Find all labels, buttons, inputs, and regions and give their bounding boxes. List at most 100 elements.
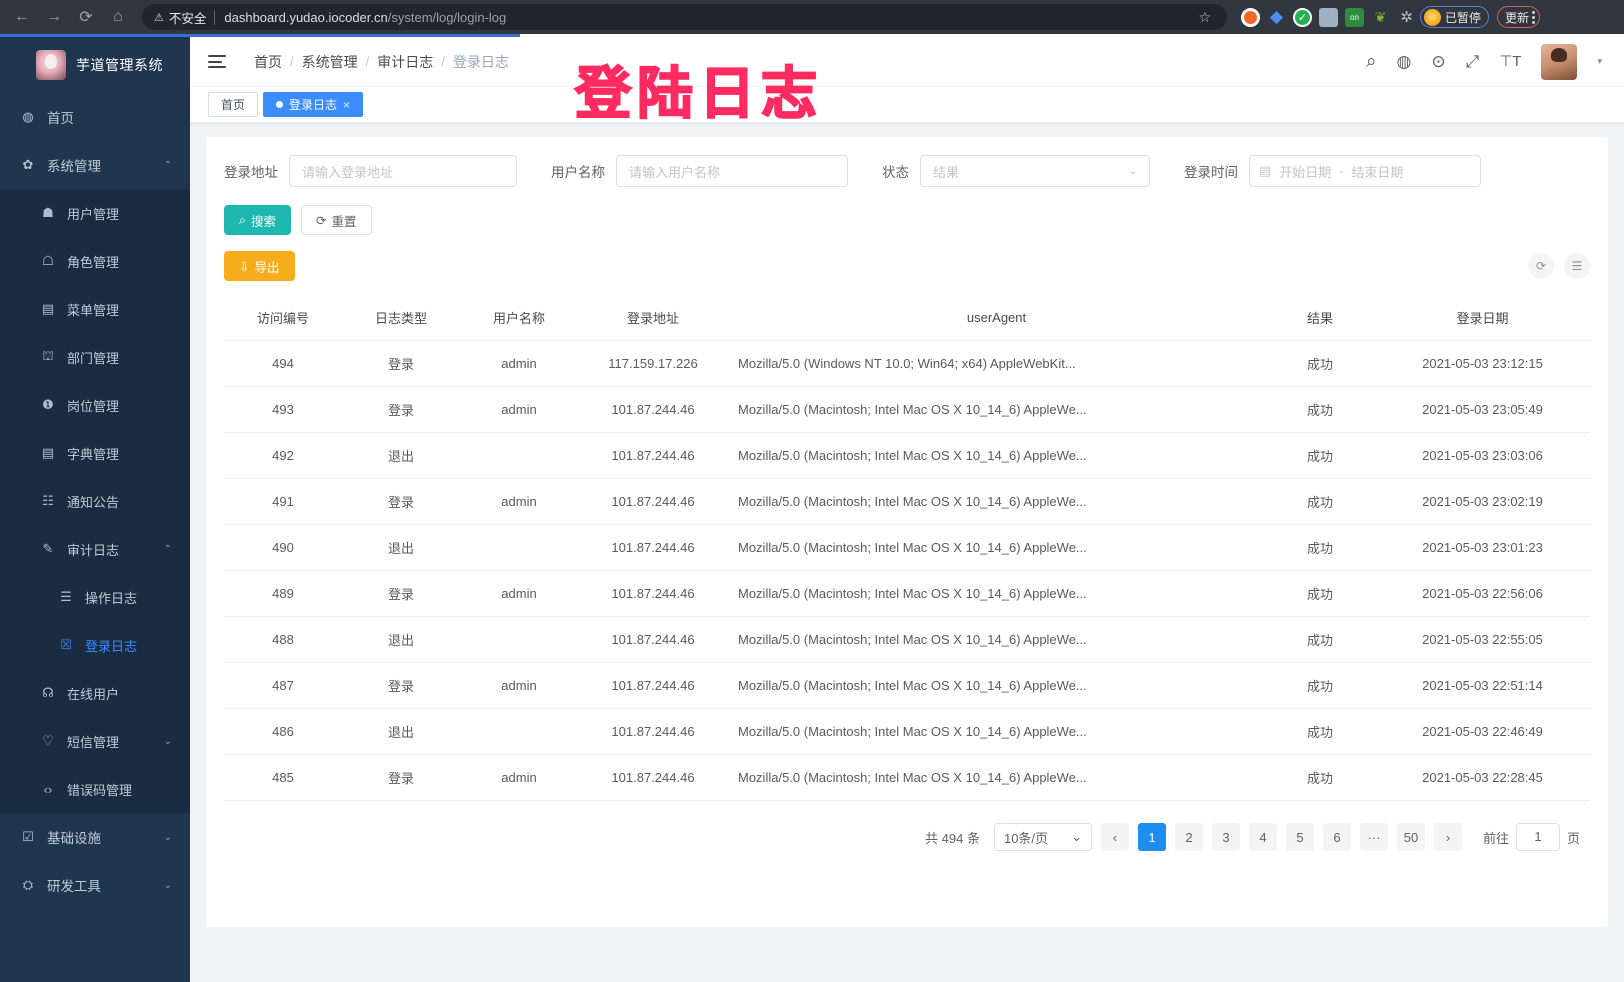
cell-id: 485 xyxy=(224,754,342,801)
cell-result: 成功 xyxy=(1265,616,1375,663)
cell-user xyxy=(460,616,578,663)
sidebar-item-0[interactable]: ◍ 首页 xyxy=(0,93,190,141)
tab-home[interactable]: 首页 xyxy=(208,92,259,117)
help-icon[interactable]: ⊙ xyxy=(1431,52,1446,71)
page-size-select[interactable]: 10条/页 ⌄ xyxy=(993,823,1092,851)
table-row[interactable]: 486 退出 101.87.244.46 Mozilla/5.0 (Macintosh… xyxy=(224,708,1590,755)
column-settings-icon[interactable]: ☰ xyxy=(1564,253,1590,279)
breadcrumb-item-2[interactable]: 审计日志 xyxy=(377,53,434,70)
sidebar-item-11[interactable]: ☒ 登录日志 xyxy=(0,621,190,669)
chevron-icon: ⌃ xyxy=(163,543,172,555)
blue-diamond-extension-icon[interactable]: ◆ xyxy=(1269,7,1284,26)
search-icon[interactable]: ⌕ xyxy=(1365,51,1377,72)
puzzle-extension-icon[interactable]: ✲ xyxy=(1400,9,1413,26)
orange-ring-extension-icon[interactable] xyxy=(1241,7,1260,27)
hamburger-icon[interactable] xyxy=(208,55,226,68)
cell-id: 489 xyxy=(224,570,342,617)
sidebar-item-6[interactable]: ❶ 岗位管理 xyxy=(0,381,190,429)
cell-type: 登录 xyxy=(342,754,460,801)
sidebar-item-3[interactable]: ☖ 角色管理 xyxy=(0,237,190,285)
sidebar-item-13[interactable]: ♡ 短信管理 ⌄ xyxy=(0,717,190,765)
cell-useragent: Mozilla/5.0 (Macintosh; Intel Mac OS X 1… xyxy=(728,432,1265,479)
table-row[interactable]: 491 登录 admin 101.87.244.46 Mozilla/5.0 (Maci… xyxy=(224,478,1590,525)
username-input[interactable]: 请输入用户名称 xyxy=(616,155,848,187)
update-button[interactable]: 更新 xyxy=(1497,6,1541,28)
tool-icon: ⛭ xyxy=(22,877,34,892)
pagination-page-5[interactable]: 5 xyxy=(1285,823,1314,851)
export-button[interactable]: ⇩ 导出 xyxy=(224,251,295,281)
login-time-daterange[interactable]: ▤ 开始日期 - 结束日期 xyxy=(1249,155,1481,187)
pagination-page-50[interactable]: 50 xyxy=(1396,823,1425,851)
sidebar-item-label: 首页 xyxy=(47,111,74,126)
home-icon[interactable]: ⌂ xyxy=(113,8,123,25)
pagination-page-1[interactable]: 1 xyxy=(1137,823,1166,851)
sidebar-item-8[interactable]: ☷ 通知公告 xyxy=(0,477,190,525)
green-check-extension-icon[interactable]: ✓ xyxy=(1293,7,1312,27)
leaf-extension-icon[interactable]: ❦ xyxy=(1374,8,1387,25)
pagination-page-4[interactable]: 4 xyxy=(1248,823,1277,851)
back-arrow-icon[interactable]: ← xyxy=(14,8,30,25)
tab-login-log[interactable]: 登录日志 × xyxy=(263,92,364,117)
cell-ip: 101.87.244.46 xyxy=(578,386,728,433)
sidebar-item-9[interactable]: ✎ 审计日志 ⌃ xyxy=(0,525,190,573)
table-row[interactable]: 492 退出 101.87.244.46 Mozilla/5.0 (Macintosh… xyxy=(224,432,1590,479)
table-row[interactable]: 494 登录 admin 117.159.17.226 Mozilla/5.0 (Win… xyxy=(224,340,1590,387)
user-avatar[interactable] xyxy=(1541,43,1578,80)
jump-page-input[interactable]: 1 xyxy=(1515,823,1560,851)
sidebar-item-1[interactable]: ✿ 系统管理 ⌃ xyxy=(0,141,190,189)
close-icon[interactable]: × xyxy=(343,97,351,112)
address-bar[interactable]: ⚠ 不安全 dashboard.yudao.iocoder.cn/system/… xyxy=(142,4,1227,30)
sidebar-item-15[interactable]: ☑ 基础设施 ⌄ xyxy=(0,813,190,861)
login-address-placeholder: 请输入登录地址 xyxy=(302,164,394,180)
sidebar-item-label: 错误码管理 xyxy=(67,782,133,798)
reset-button[interactable]: ⟳ 重置 xyxy=(301,205,372,235)
font-size-icon[interactable]: ⊤T xyxy=(1499,53,1522,70)
sidebar-item-14[interactable]: ‹› 错误码管理 xyxy=(0,765,190,813)
cell-date: 2021-05-03 23:02:19 xyxy=(1375,478,1590,525)
refresh-table-icon[interactable]: ⟳ xyxy=(1528,253,1554,279)
search-button[interactable]: ⌕ 搜索 xyxy=(224,205,292,235)
pagination-jump: 前往 1 页 xyxy=(1483,823,1580,851)
pagination-page-3[interactable]: 3 xyxy=(1211,823,1240,851)
table-row[interactable]: 488 退出 101.87.244.46 Mozilla/5.0 (Macintosh… xyxy=(224,616,1590,663)
pagination-prev[interactable]: ‹ xyxy=(1100,823,1129,851)
cell-result: 成功 xyxy=(1265,386,1375,433)
login-address-input[interactable]: 请输入登录地址 xyxy=(289,155,517,187)
kebab-menu-icon[interactable] xyxy=(1532,10,1536,24)
sidebar-item-12[interactable]: ☊ 在线用户 xyxy=(0,669,190,717)
breadcrumb-item-1[interactable]: 系统管理 xyxy=(301,53,358,70)
pagination-next[interactable]: › xyxy=(1433,823,1462,851)
role-icon: ☖ xyxy=(42,253,54,268)
blue-badge-extension-icon[interactable] xyxy=(1319,7,1338,27)
sidebar-submenu: ☗ 用户管理 ☖ 角色管理 ▤ 菜单管理 ⛫ 部门管理 ❶ 岗位管理 ▤ 字典管理 ☷ 通知公告 ✎ 审计日志… xyxy=(0,189,190,813)
on-toggle-extension-icon[interactable]: on xyxy=(1345,7,1364,27)
sidebar-item-7[interactable]: ▤ 字典管理 xyxy=(0,429,190,477)
github-icon[interactable]: ◍ xyxy=(1396,52,1412,71)
sidebar-item-16[interactable]: ⛭ 研发工具 ⌄ xyxy=(0,861,190,909)
table-row[interactable]: 487 登录 admin 101.87.244.46 Mozilla/5.0 (Maci… xyxy=(224,662,1590,709)
pagination-page-6[interactable]: 6 xyxy=(1322,823,1351,851)
sidebar-item-5[interactable]: ⛫ 部门管理 xyxy=(0,333,190,381)
pagination-page-2[interactable]: 2 xyxy=(1174,823,1203,851)
logo-title: 芋道管理系统 xyxy=(76,57,163,73)
chevron-down-icon[interactable]: ▾ xyxy=(1597,56,1602,66)
pagination-page-···[interactable]: ··· xyxy=(1359,823,1388,851)
breadcrumb-item-0[interactable]: 首页 xyxy=(254,53,282,70)
fullscreen-icon[interactable]: ⤢ xyxy=(1465,52,1480,71)
table-row[interactable]: 489 登录 admin 101.87.244.46 Mozilla/5.0 (Maci… xyxy=(224,570,1590,617)
sidebar-logo[interactable]: 芋道管理系统 xyxy=(0,37,190,93)
table-row[interactable]: 490 退出 101.87.244.46 Mozilla/5.0 (Macintosh… xyxy=(224,524,1590,571)
reload-icon[interactable]: ⟳ xyxy=(79,9,93,26)
sidebar-item-2[interactable]: ☗ 用户管理 xyxy=(0,189,190,237)
cell-type: 退出 xyxy=(342,616,460,663)
paused-extension-badge[interactable]: ☺ 已暂停 xyxy=(1420,6,1490,28)
forward-arrow-icon[interactable]: → xyxy=(46,8,62,25)
sidebar-item-10[interactable]: ☰ 操作日志 xyxy=(0,573,190,621)
column-header-ip: 登录地址 xyxy=(578,295,728,341)
status-select[interactable]: 结果 ⌄ xyxy=(920,155,1150,187)
table-row[interactable]: 493 登录 admin 101.87.244.46 Mozilla/5.0 (Maci… xyxy=(224,386,1590,433)
table-row[interactable]: 485 登录 admin 101.87.244.46 Mozilla/5.0 (Maci… xyxy=(224,754,1590,801)
bookmark-star-icon[interactable]: ☆ xyxy=(1198,8,1211,25)
sidebar-item-4[interactable]: ▤ 菜单管理 xyxy=(0,285,190,333)
calendar-icon: ▤ xyxy=(1259,163,1272,178)
